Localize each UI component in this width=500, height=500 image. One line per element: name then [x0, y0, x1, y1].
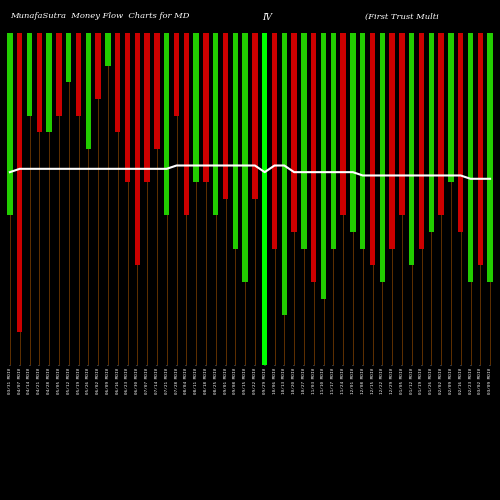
- Bar: [36, 32, 42, 132]
- Bar: [223, 32, 228, 198]
- Bar: [458, 32, 464, 232]
- Bar: [46, 32, 52, 132]
- Bar: [154, 32, 160, 149]
- Bar: [164, 32, 170, 216]
- Bar: [194, 32, 199, 182]
- Bar: [125, 32, 130, 182]
- Bar: [272, 32, 277, 248]
- Bar: [105, 32, 110, 66]
- Bar: [390, 32, 395, 248]
- Bar: [213, 32, 218, 216]
- Bar: [468, 32, 473, 282]
- Bar: [144, 32, 150, 182]
- Bar: [134, 32, 140, 265]
- Text: (First Trust Multi: (First Trust Multi: [365, 12, 439, 20]
- Bar: [174, 32, 179, 116]
- Bar: [232, 32, 238, 248]
- Bar: [488, 32, 493, 282]
- Bar: [438, 32, 444, 216]
- Text: IV: IV: [262, 12, 272, 22]
- Bar: [76, 32, 81, 116]
- Bar: [419, 32, 424, 248]
- Text: MunafaSutra  Money Flow  Charts for MD: MunafaSutra Money Flow Charts for MD: [10, 12, 190, 20]
- Bar: [409, 32, 414, 265]
- Bar: [478, 32, 483, 265]
- Bar: [7, 32, 12, 216]
- Bar: [340, 32, 346, 216]
- Bar: [262, 32, 268, 365]
- Bar: [301, 32, 306, 248]
- Bar: [311, 32, 316, 282]
- Bar: [17, 32, 22, 332]
- Bar: [56, 32, 62, 116]
- Bar: [282, 32, 287, 315]
- Bar: [330, 32, 336, 248]
- Bar: [86, 32, 91, 149]
- Bar: [428, 32, 434, 232]
- Bar: [252, 32, 258, 198]
- Bar: [27, 32, 32, 116]
- Bar: [399, 32, 404, 216]
- Bar: [203, 32, 208, 182]
- Bar: [380, 32, 385, 282]
- Bar: [350, 32, 356, 232]
- Bar: [242, 32, 248, 282]
- Bar: [360, 32, 366, 248]
- Bar: [370, 32, 375, 265]
- Bar: [184, 32, 189, 216]
- Bar: [292, 32, 297, 232]
- Bar: [321, 32, 326, 298]
- Bar: [66, 32, 71, 82]
- Bar: [115, 32, 120, 132]
- Bar: [96, 32, 101, 99]
- Bar: [448, 32, 454, 182]
